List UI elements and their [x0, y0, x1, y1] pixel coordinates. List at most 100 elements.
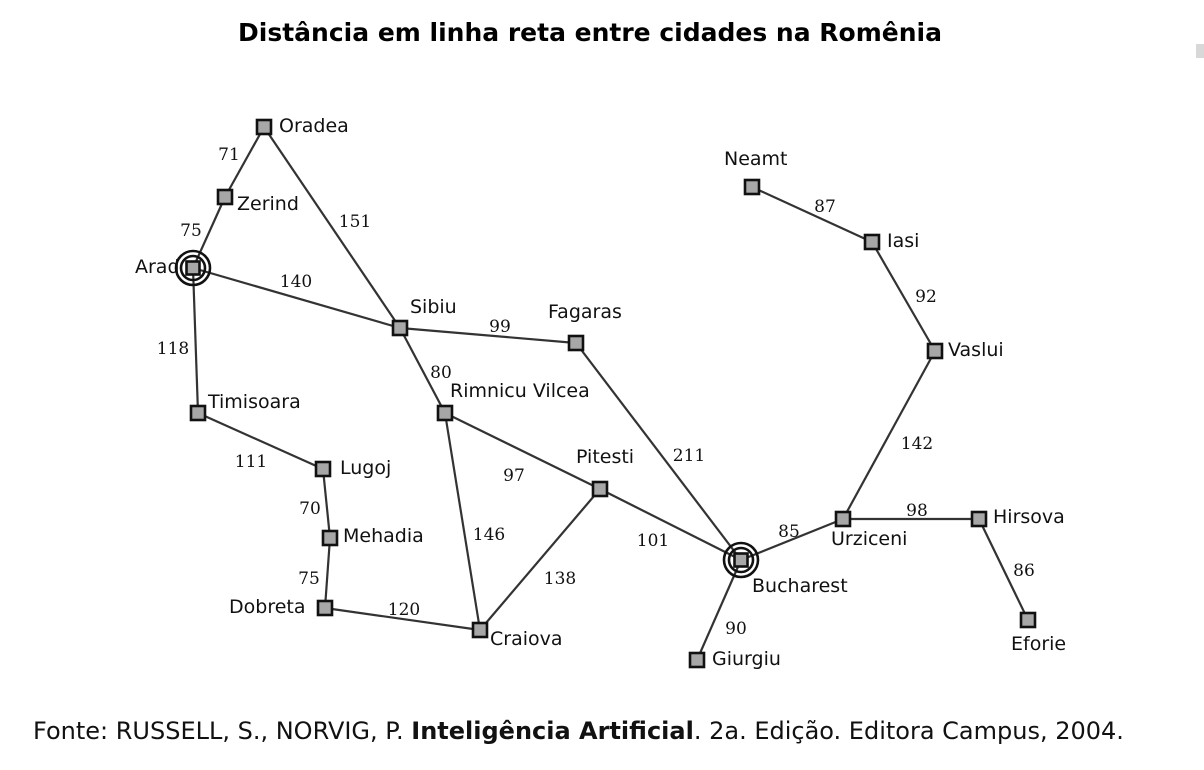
distance-label-arad-sibiu: 140 — [280, 272, 312, 292]
city-node-dobreta — [316, 599, 334, 617]
city-square-fagaras — [567, 334, 585, 352]
road-fagaras-bucharest — [575, 342, 742, 561]
city-square-neamt — [743, 178, 761, 196]
distance-label-pitesti-bucharest: 101 — [637, 531, 669, 551]
road-arad-sibiu — [192, 266, 401, 330]
road-oradea-zerind — [224, 126, 265, 198]
distance-label-vaslui-iasi: 92 — [915, 287, 937, 307]
city-node-pitesti — [591, 480, 609, 498]
corner-mark — [1196, 44, 1204, 58]
distance-label-urziceni-hirsova: 98 — [906, 501, 928, 521]
city-label-bucharest: Bucharest — [752, 575, 848, 597]
city-node-bucharest — [722, 541, 760, 579]
distance-label-mehadia-dobreta: 75 — [298, 569, 320, 589]
road-pitesti-bucharest — [599, 488, 742, 561]
city-square-hirsova — [970, 510, 988, 528]
distance-label-arad-timisoara: 118 — [157, 339, 189, 359]
city-square-oradea — [255, 118, 273, 136]
road-hirsova-eforie — [978, 518, 1029, 621]
distance-label-urziceni-vaslui: 142 — [901, 434, 933, 454]
distance-label-lugoj-mehadia: 70 — [299, 499, 321, 519]
source-suffix: . 2a. Edição. Editora Campus, 2004. — [693, 717, 1124, 745]
city-node-sibiu — [391, 319, 409, 337]
city-square-mehadia — [321, 529, 339, 547]
city-square-bucharest — [733, 552, 749, 568]
city-label-dobreta: Dobreta — [229, 596, 306, 618]
city-node-timisoara — [189, 404, 207, 422]
distance-label-craiova-pitesti: 138 — [544, 569, 576, 589]
city-node-eforie — [1019, 611, 1037, 629]
city-label-oradea: Oradea — [279, 115, 349, 137]
distance-label-dobreta-craiova: 120 — [388, 600, 420, 620]
city-node-rimnicu — [436, 404, 454, 422]
city-label-zerind: Zerind — [237, 193, 299, 215]
road-rimnicu-craiova — [443, 412, 482, 631]
city-node-lugoj — [314, 460, 332, 478]
distance-label-sibiu-rimnicu: 80 — [430, 363, 452, 383]
romania-road-map: 71 75 151 140 118 111 70 75 120 99 80 97 146 138 211 10… — [135, 115, 1066, 670]
city-square-iasi — [863, 233, 881, 251]
city-node-craiova — [471, 621, 489, 639]
city-square-rimnicu — [436, 404, 454, 422]
city-square-pitesti — [591, 480, 609, 498]
distance-labels-layer: 71 75 151 140 118 111 70 75 120 99 80 97 146 138 211 10… — [157, 145, 1035, 639]
city-square-sibiu — [391, 319, 409, 337]
road-lugoj-mehadia — [321, 468, 332, 539]
city-label-hirsova: Hirsova — [993, 506, 1065, 528]
city-label-neamt: Neamt — [724, 148, 788, 170]
distance-label-fagaras-bucharest: 211 — [673, 446, 705, 466]
city-label-iasi: Iasi — [887, 230, 919, 252]
road-urziceni-vaslui — [842, 350, 936, 520]
source-book-title: Inteligência Artificial — [411, 717, 694, 745]
distance-label-oradea-zerind: 71 — [218, 145, 240, 165]
city-square-giurgiu — [688, 651, 706, 669]
distance-label-sibiu-fagaras: 99 — [489, 317, 511, 337]
road-iasi-neamt — [751, 186, 873, 243]
road-rimnicu-pitesti — [444, 412, 601, 490]
distance-label-bucharest-urziceni: 85 — [778, 522, 800, 542]
city-node-arad — [174, 249, 212, 287]
road-bucharest-urziceni — [740, 517, 844, 562]
road-sibiu-fagaras — [399, 326, 577, 345]
page-title: Distância em linha reta entre cidades na… — [238, 18, 942, 47]
road-arad-timisoara — [191, 267, 200, 414]
city-node-mehadia — [321, 529, 339, 547]
city-node-neamt — [743, 178, 761, 196]
city-label-lugoj: Lugoj — [340, 457, 391, 479]
city-ring-inner-bucharest — [727, 546, 755, 574]
city-ring-outer-arad — [174, 249, 212, 287]
distance-label-timisoara-lugoj: 111 — [235, 452, 267, 472]
distance-label-rimnicu-pitesti: 97 — [503, 466, 525, 486]
road-mehadia-dobreta — [323, 537, 332, 609]
road-oradea-sibiu — [263, 126, 401, 329]
city-label-urziceni: Urziceni — [831, 528, 907, 550]
city-square-vaslui — [926, 342, 944, 360]
cities-layer — [174, 118, 1037, 669]
distance-label-bucharest-giurgiu: 90 — [725, 619, 747, 639]
city-node-giurgiu — [688, 651, 706, 669]
city-label-eforie: Eforie — [1011, 633, 1066, 655]
city-label-craiova: Craiova — [490, 628, 563, 650]
distance-label-zerind-arad: 75 — [180, 221, 202, 241]
city-label-pitesti: Pitesti — [576, 446, 634, 468]
city-square-craiova — [471, 621, 489, 639]
distance-label-hirsova-eforie: 86 — [1013, 561, 1035, 581]
distance-label-oradea-sibiu: 151 — [339, 212, 371, 232]
city-node-fagaras — [567, 334, 585, 352]
city-label-fagaras: Fagaras — [548, 301, 622, 323]
source-citation: Fonte: RUSSELL, S., NORVIG, P. Inteligên… — [33, 717, 1124, 745]
city-square-lugoj — [314, 460, 332, 478]
city-square-urziceni — [834, 510, 852, 528]
city-label-vaslui: Vaslui — [948, 339, 1004, 361]
city-node-vaslui — [926, 342, 944, 360]
road-craiova-pitesti — [479, 488, 601, 631]
city-node-iasi — [863, 233, 881, 251]
distance-label-rimnicu-craiova: 146 — [473, 525, 505, 545]
city-ring-inner-arad — [179, 254, 207, 282]
city-node-oradea — [255, 118, 273, 136]
road-sibiu-rimnicu — [399, 327, 446, 414]
road-vaslui-iasi — [871, 241, 936, 352]
city-square-eforie — [1019, 611, 1037, 629]
source-prefix: Fonte: RUSSELL, S., NORVIG, P. — [33, 717, 412, 745]
city-square-zerind — [216, 188, 234, 206]
